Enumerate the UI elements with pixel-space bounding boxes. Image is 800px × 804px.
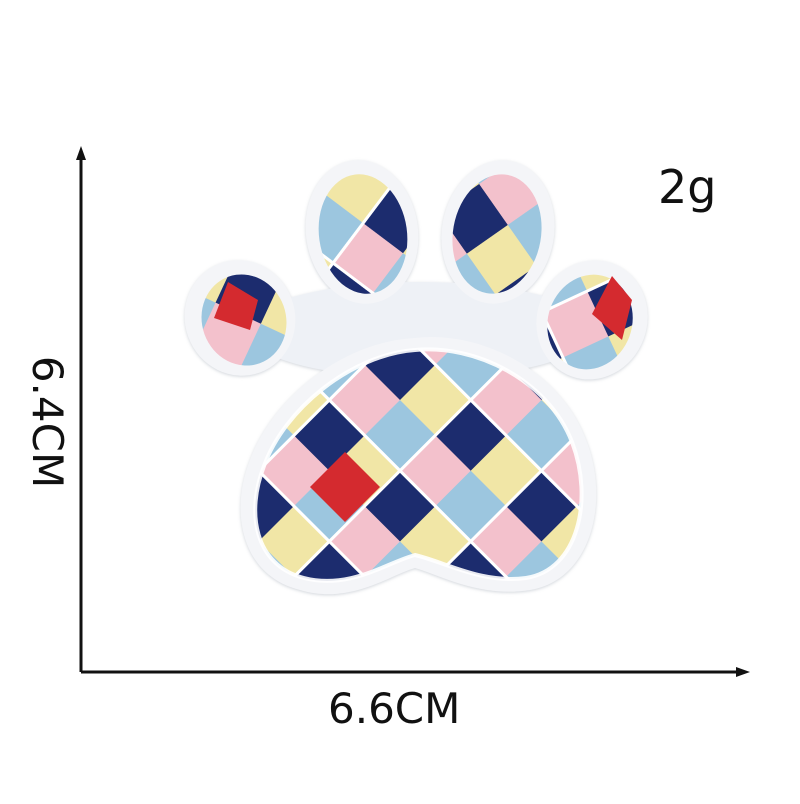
toe-pad-2 bbox=[318, 174, 408, 294]
main-pad bbox=[255, 349, 582, 581]
height-dimension-label: 6.4CM bbox=[23, 355, 72, 489]
paw-patch-webbing bbox=[245, 282, 595, 378]
main-pad-stitch-outline bbox=[253, 347, 584, 583]
dimension-axes bbox=[76, 146, 750, 677]
vertical-axis-arrowhead bbox=[76, 146, 86, 160]
red-diamond-accent-3 bbox=[592, 276, 632, 340]
weight-label: 2g bbox=[658, 160, 717, 214]
paw-plaid-fill bbox=[201, 174, 633, 581]
toe-pad-3 bbox=[452, 174, 542, 294]
horizontal-axis-arrowhead bbox=[736, 667, 750, 677]
width-dimension-label: 6.6CM bbox=[328, 684, 461, 733]
red-diamond-accent-2 bbox=[214, 282, 258, 330]
red-diamond-accent-1 bbox=[310, 452, 380, 522]
